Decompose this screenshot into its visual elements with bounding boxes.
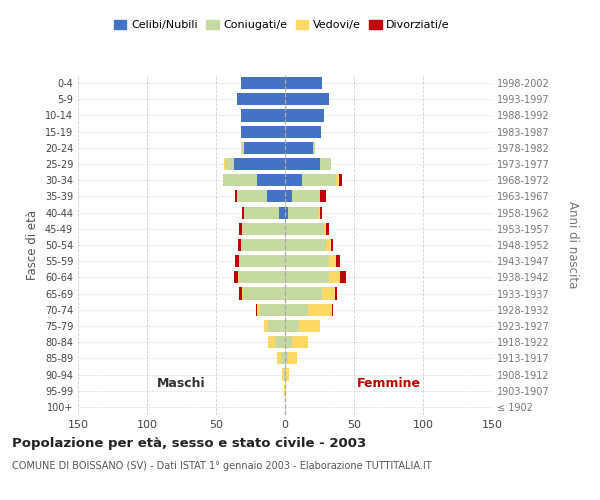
Bar bbox=[299, 320, 320, 332]
Bar bbox=[239, 272, 285, 283]
Bar bbox=[292, 336, 308, 348]
Bar bbox=[242, 222, 285, 235]
Bar bbox=[256, 304, 257, 316]
Text: COMUNE DI BOISSANO (SV) - Dati ISTAT 1° gennaio 2003 - Elaborazione TUTTITALIA.I: COMUNE DI BOISSANO (SV) - Dati ISTAT 1° … bbox=[12, 461, 431, 471]
Bar bbox=[288, 352, 298, 364]
Bar bbox=[285, 174, 302, 186]
Bar bbox=[320, 158, 331, 170]
Bar bbox=[235, 190, 236, 202]
Bar bbox=[285, 190, 292, 202]
Bar bbox=[285, 126, 321, 138]
Bar bbox=[235, 255, 239, 268]
Bar bbox=[285, 206, 288, 218]
Bar bbox=[329, 272, 340, 283]
Bar bbox=[292, 190, 320, 202]
Bar bbox=[280, 206, 285, 218]
Bar bbox=[223, 174, 257, 186]
Bar bbox=[241, 77, 285, 89]
Bar bbox=[244, 288, 285, 300]
Bar bbox=[226, 158, 234, 170]
Bar bbox=[244, 206, 280, 218]
Bar bbox=[285, 320, 299, 332]
Bar bbox=[322, 288, 335, 300]
Bar bbox=[326, 222, 329, 235]
Bar bbox=[308, 304, 332, 316]
Bar bbox=[234, 272, 238, 283]
Bar bbox=[285, 142, 313, 154]
Bar bbox=[285, 110, 323, 122]
Bar bbox=[234, 158, 285, 170]
Text: Femmine: Femmine bbox=[356, 378, 421, 390]
Bar bbox=[285, 255, 329, 268]
Bar bbox=[241, 239, 285, 251]
Bar bbox=[288, 206, 318, 218]
Bar bbox=[285, 304, 308, 316]
Bar bbox=[268, 336, 275, 348]
Bar bbox=[268, 320, 285, 332]
Bar bbox=[285, 93, 329, 106]
Bar bbox=[285, 288, 322, 300]
Bar bbox=[335, 288, 337, 300]
Bar bbox=[326, 239, 331, 251]
Bar bbox=[239, 288, 242, 300]
Bar bbox=[285, 352, 288, 364]
Bar bbox=[285, 158, 320, 170]
Bar bbox=[239, 222, 242, 235]
Bar bbox=[313, 142, 316, 154]
Bar bbox=[236, 93, 285, 106]
Bar bbox=[320, 190, 326, 202]
Bar bbox=[282, 368, 284, 380]
Bar bbox=[329, 255, 336, 268]
Bar bbox=[241, 126, 285, 138]
Bar bbox=[224, 158, 226, 170]
Bar bbox=[242, 288, 244, 300]
Bar bbox=[286, 368, 289, 380]
Bar bbox=[284, 368, 285, 380]
Bar bbox=[320, 206, 322, 218]
Legend: Celibi/Nubili, Coniugati/e, Vedovi/e, Divorziati/e: Celibi/Nubili, Coniugati/e, Vedovi/e, Di… bbox=[110, 16, 454, 35]
Bar bbox=[285, 272, 329, 283]
Bar bbox=[340, 272, 346, 283]
Bar bbox=[285, 222, 323, 235]
Bar bbox=[238, 239, 241, 251]
Bar bbox=[331, 239, 334, 251]
Bar bbox=[285, 77, 322, 89]
Bar bbox=[257, 304, 260, 316]
Bar bbox=[277, 352, 281, 364]
Y-axis label: Fasce di età: Fasce di età bbox=[26, 210, 39, 280]
Bar bbox=[336, 174, 339, 186]
Text: Popolazione per età, sesso e stato civile - 2003: Popolazione per età, sesso e stato civil… bbox=[12, 438, 366, 450]
Bar bbox=[332, 304, 334, 316]
Bar bbox=[285, 336, 292, 348]
Bar bbox=[318, 206, 320, 218]
Y-axis label: Anni di nascita: Anni di nascita bbox=[566, 202, 580, 288]
Bar bbox=[242, 206, 244, 218]
Bar bbox=[285, 239, 326, 251]
Bar bbox=[265, 320, 268, 332]
Bar bbox=[323, 222, 326, 235]
Bar bbox=[238, 272, 239, 283]
Bar bbox=[239, 255, 285, 268]
Bar bbox=[339, 174, 341, 186]
Bar bbox=[242, 142, 244, 154]
Bar bbox=[257, 174, 285, 186]
Bar bbox=[241, 142, 242, 154]
Bar bbox=[302, 174, 336, 186]
Text: Maschi: Maschi bbox=[157, 378, 206, 390]
Bar bbox=[260, 304, 285, 316]
Bar bbox=[285, 384, 286, 397]
Bar bbox=[284, 384, 285, 397]
Bar bbox=[275, 336, 285, 348]
Bar bbox=[267, 190, 285, 202]
Bar bbox=[281, 352, 285, 364]
Bar bbox=[336, 255, 340, 268]
Bar bbox=[244, 142, 285, 154]
Bar bbox=[236, 190, 267, 202]
Bar bbox=[241, 110, 285, 122]
Bar bbox=[285, 368, 286, 380]
